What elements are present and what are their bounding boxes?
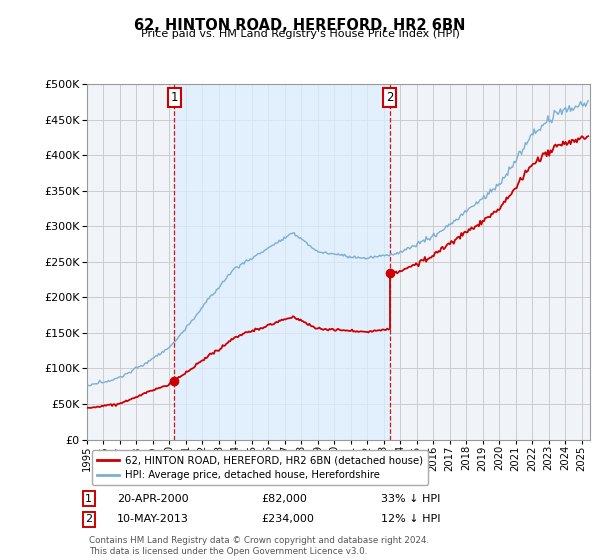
Text: 2: 2 [85,514,92,524]
Legend: 62, HINTON ROAD, HEREFORD, HR2 6BN (detached house), HPI: Average price, detache: 62, HINTON ROAD, HEREFORD, HR2 6BN (deta… [92,450,428,486]
Text: 20-APR-2000: 20-APR-2000 [117,494,188,504]
Text: 12% ↓ HPI: 12% ↓ HPI [381,514,440,524]
Text: 2: 2 [386,91,394,104]
Text: 33% ↓ HPI: 33% ↓ HPI [381,494,440,504]
Text: £234,000: £234,000 [261,514,314,524]
Text: 10-MAY-2013: 10-MAY-2013 [117,514,189,524]
Text: 1: 1 [170,91,178,104]
Bar [175,84,389,440]
Text: 62, HINTON ROAD, HEREFORD, HR2 6BN: 62, HINTON ROAD, HEREFORD, HR2 6BN [134,18,466,33]
Text: Contains HM Land Registry data © Crown copyright and database right 2024.
This d: Contains HM Land Registry data © Crown c… [89,536,429,556]
Text: 1: 1 [85,494,92,504]
Text: £82,000: £82,000 [261,494,307,504]
Text: Price paid vs. HM Land Registry's House Price Index (HPI): Price paid vs. HM Land Registry's House … [140,29,460,39]
